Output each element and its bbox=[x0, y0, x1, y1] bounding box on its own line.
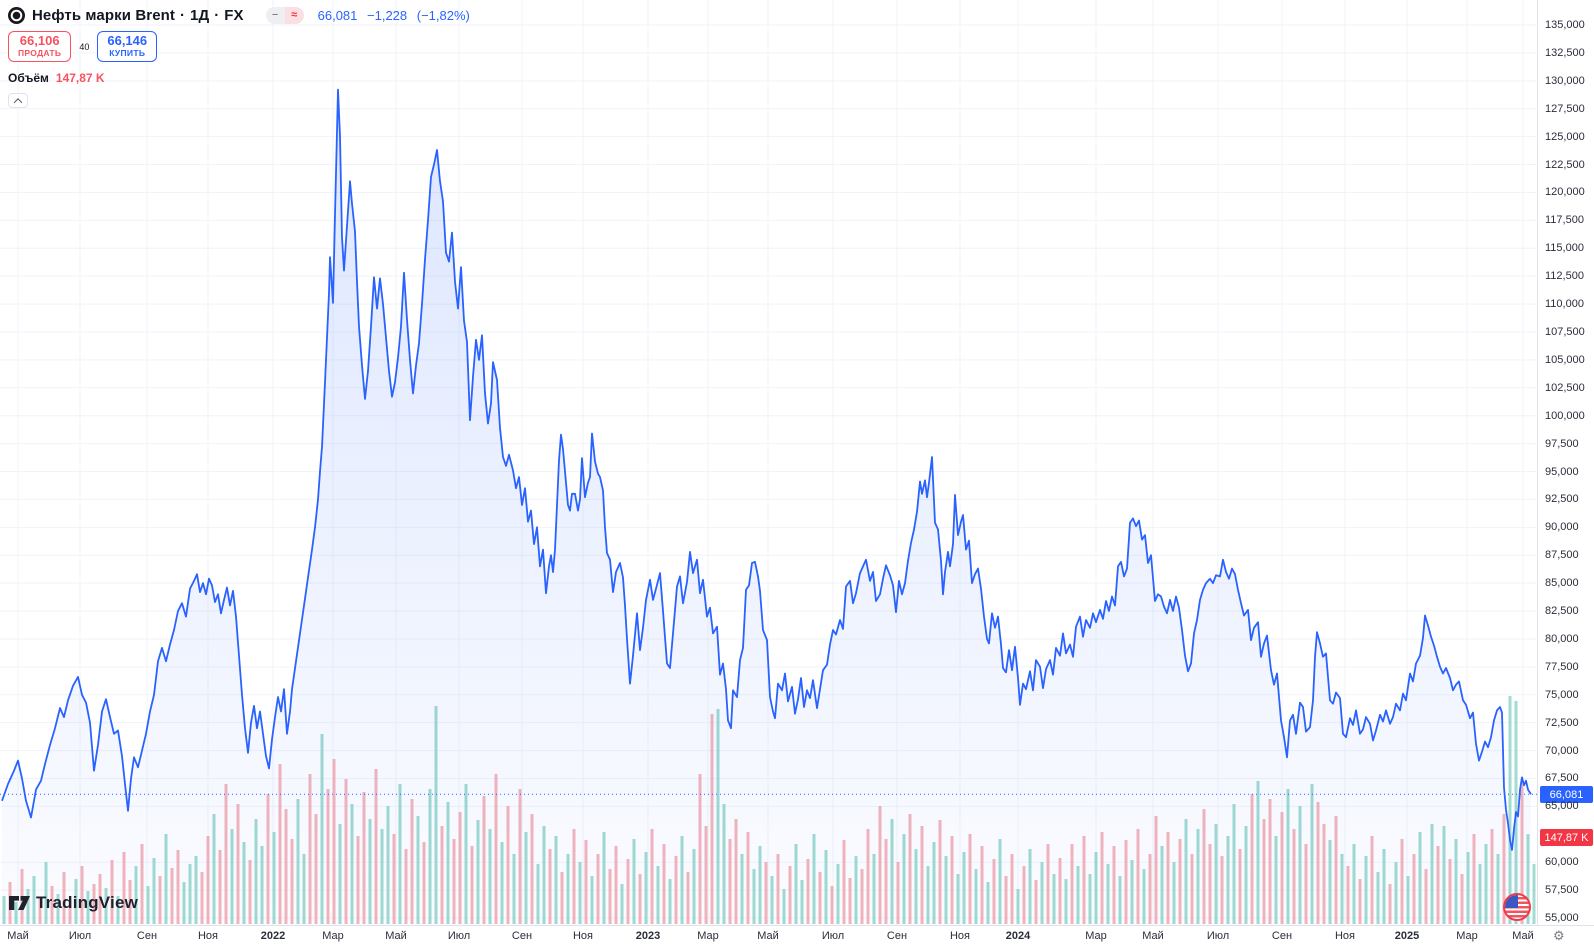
price-tick-label: 127,500 bbox=[1545, 102, 1585, 115]
approx-icon[interactable]: ≈ bbox=[284, 6, 304, 24]
quote-readout: 66,081 −1,228 (−1,82%) bbox=[318, 8, 470, 23]
month-tick-label: Май bbox=[1142, 930, 1164, 942]
price-tick-label: 77,500 bbox=[1545, 660, 1579, 673]
tradingview-wordmark: TradingView bbox=[36, 893, 139, 912]
price-tick-label: 135,000 bbox=[1545, 19, 1585, 31]
title-separator: · bbox=[180, 6, 186, 24]
price-tick-label: 110,000 bbox=[1545, 298, 1584, 311]
price-tick-label: 72,500 bbox=[1545, 716, 1579, 729]
time-axis[interactable]: ⚙ Май Июл Сен Ноя 2022 Мар Май Июл Сен Ноя 2023 Мар… bbox=[0, 925, 1594, 945]
month-tick-label: Сен bbox=[1271, 930, 1293, 942]
price-tick-label: 120,000 bbox=[1545, 186, 1585, 199]
year-tick-label: 2023 bbox=[635, 930, 661, 942]
buy-button[interactable]: 66,146 КУПИТЬ bbox=[97, 31, 158, 62]
month-tick-label: Май bbox=[1512, 930, 1534, 942]
month-tick-label: Ноя bbox=[949, 930, 971, 942]
quote-last: 66,081 bbox=[317, 7, 358, 23]
interval-label[interactable]: 1Д bbox=[190, 6, 210, 24]
month-tick-label: Июл bbox=[68, 930, 92, 942]
month-tick-label: Ноя bbox=[1334, 930, 1356, 942]
price-tick-label: 60,000 bbox=[1545, 856, 1579, 869]
price-tick-label: 102,500 bbox=[1545, 381, 1585, 394]
price-tick-label: 105,000 bbox=[1545, 353, 1585, 366]
volume-value-label: 147,87 K bbox=[1540, 829, 1593, 846]
chart-canvas[interactable] bbox=[0, 0, 1537, 925]
exchange-label: FX bbox=[224, 6, 244, 24]
price-tick-label: 125,000 bbox=[1545, 130, 1585, 143]
price-tick-label: 85,000 bbox=[1545, 577, 1579, 590]
price-tick-label: 67,500 bbox=[1545, 772, 1579, 785]
month-tick-label: Май bbox=[385, 930, 407, 942]
month-tick-label: Май bbox=[7, 930, 29, 942]
chart-header: Нефть марки Brent · 1Д · FX − ≈ 66,081 −… bbox=[8, 4, 470, 108]
month-tick-label: Мар bbox=[1085, 930, 1107, 942]
title-separator: · bbox=[214, 6, 220, 24]
flag-canton bbox=[1505, 895, 1518, 908]
price-tick-label: 80,000 bbox=[1545, 632, 1579, 645]
quote-change-pct: (−1,82%) bbox=[416, 7, 470, 23]
sell-button[interactable]: 66,106 ПРОДАТЬ bbox=[8, 31, 72, 62]
price-tick-label: 75,000 bbox=[1545, 688, 1579, 701]
spread-value: 40 bbox=[79, 41, 90, 52]
price-tick-label: 90,000 bbox=[1545, 521, 1579, 534]
month-tick-label: Сен bbox=[511, 930, 533, 942]
collapse-panel-button[interactable] bbox=[8, 93, 28, 108]
us-flag-icon[interactable] bbox=[1503, 893, 1531, 921]
price-tick-label: 87,500 bbox=[1545, 549, 1579, 562]
price-tick-label: 65,000 bbox=[1545, 800, 1579, 813]
month-tick-label: Ноя bbox=[572, 930, 594, 942]
month-tick-label: Июл bbox=[447, 930, 471, 942]
price-tick-label: 57,500 bbox=[1545, 884, 1579, 897]
sell-price: 66,106 bbox=[19, 33, 60, 48]
price-tick-label: 92,500 bbox=[1545, 493, 1579, 506]
price-tick-label: 70,000 bbox=[1545, 744, 1579, 757]
price-tick-label: 100,000 bbox=[1545, 409, 1585, 422]
month-tick-label: Ноя bbox=[197, 930, 219, 942]
month-tick-label: Июл bbox=[821, 930, 845, 942]
chevron-up-icon bbox=[13, 97, 23, 107]
last-price-label: 66,081 bbox=[1540, 786, 1593, 803]
price-axis[interactable]: 66,081 147,87 K 135,000 132,500 130,000 127… bbox=[1537, 0, 1594, 925]
price-tick-label: 115,000 bbox=[1545, 242, 1584, 255]
volume-title[interactable]: Объём bbox=[8, 71, 49, 85]
price-tick-label: 97,500 bbox=[1545, 437, 1579, 450]
buy-label: КУПИТЬ bbox=[109, 48, 146, 58]
sell-label: ПРОДАТЬ bbox=[18, 48, 62, 58]
month-tick-label: Май bbox=[757, 930, 779, 942]
brent-symbol-icon[interactable] bbox=[8, 6, 25, 24]
source-toggle[interactable]: − ≈ bbox=[265, 6, 304, 24]
price-tick-label: 132,500 bbox=[1545, 46, 1585, 59]
month-tick-label: Мар bbox=[322, 930, 344, 942]
month-tick-label: Июл bbox=[1206, 930, 1230, 942]
tradingview-mark-icon bbox=[9, 896, 30, 910]
month-tick-label: Сен bbox=[886, 930, 908, 942]
buy-price: 66,146 bbox=[107, 33, 148, 48]
price-tick-label: 95,000 bbox=[1545, 465, 1579, 478]
year-tick-label: 2022 bbox=[260, 930, 286, 942]
year-tick-label: 2025 bbox=[1394, 930, 1420, 942]
symbol-title[interactable]: Нефть марки Brent bbox=[32, 6, 176, 24]
month-tick-label: Мар bbox=[1456, 930, 1478, 942]
price-tick-label: 55,000 bbox=[1545, 912, 1579, 924]
price-line bbox=[1, 88, 1532, 851]
month-tick-label: Мар bbox=[697, 930, 719, 942]
price-area bbox=[2, 89, 1531, 925]
quote-change: −1,228 bbox=[367, 7, 408, 23]
tradingview-logo[interactable]: TradingView bbox=[9, 893, 138, 913]
price-tick-label: 112,500 bbox=[1545, 270, 1584, 283]
minus-icon[interactable]: − bbox=[265, 6, 285, 24]
price-tick-label: 117,500 bbox=[1545, 214, 1584, 227]
price-tick-label: 82,500 bbox=[1545, 605, 1579, 618]
price-tick-label: 130,000 bbox=[1545, 74, 1585, 87]
price-tick-label: 122,500 bbox=[1545, 158, 1585, 171]
volume-current: 147,87 K bbox=[55, 71, 105, 85]
year-tick-label: 2024 bbox=[1005, 930, 1031, 942]
price-tick-label: 107,500 bbox=[1545, 325, 1585, 338]
gear-icon[interactable]: ⚙ bbox=[1553, 928, 1565, 943]
price-chart[interactable] bbox=[0, 0, 1537, 925]
month-tick-label: Сен bbox=[136, 930, 158, 942]
